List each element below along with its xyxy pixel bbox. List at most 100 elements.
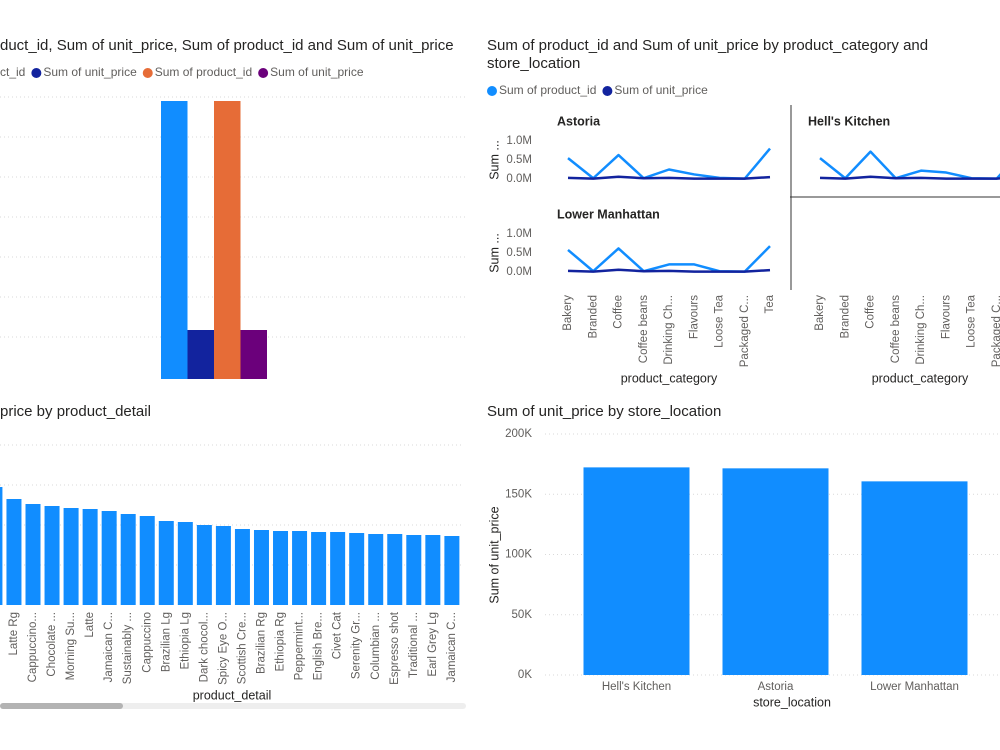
x-tick-label: Earl Grey Lg — [427, 612, 439, 677]
x-axis-title: product_category — [621, 371, 718, 385]
x-tick-label: Brazilian Rg — [256, 612, 268, 674]
bar — [44, 506, 60, 605]
x-tick-label: Peppermint... — [294, 612, 306, 680]
x-tick-label: Espresso shot — [389, 611, 401, 685]
y-tick-label: 1.0M — [506, 228, 532, 240]
bar — [292, 531, 308, 605]
bar — [120, 514, 136, 605]
bar — [234, 529, 250, 605]
series-line — [567, 268, 771, 273]
x-tick-label: Brazilian Lg — [160, 612, 172, 672]
bar — [425, 535, 441, 605]
chart-title: duct_id, Sum of unit_price, Sum of produ… — [0, 37, 454, 54]
y-tick-label: 150K — [505, 488, 532, 500]
bar — [444, 536, 460, 605]
x-tick-label: Ethiopia Lg — [179, 612, 191, 670]
legend-marker — [258, 68, 269, 78]
bar — [196, 525, 212, 605]
x-tick-label: Branded — [587, 295, 599, 338]
legend-marker — [142, 68, 153, 78]
x-tick-label: Loose Tea — [714, 294, 726, 347]
chart-title: price by product_detail — [0, 403, 151, 420]
bar — [6, 499, 22, 605]
x-tick-label: Jamaican C... — [103, 612, 115, 682]
x-tick-label: Tea — [764, 294, 776, 313]
x-tick-label: Ethiopia Rg — [275, 612, 287, 671]
x-tick-label: Latte Rg — [8, 612, 20, 655]
x-tick-label: Morning Su... — [65, 612, 77, 680]
bar — [139, 516, 155, 605]
x-tick-label: Packaged C... — [739, 295, 751, 367]
y-tick-label: 100K — [505, 549, 532, 561]
x-tick-label: Flavours — [940, 295, 952, 339]
x-tick-label: Columbian ... — [370, 612, 382, 680]
y-axis-title: Sum of unit_price — [487, 506, 501, 603]
x-tick-label: Astoria — [758, 681, 794, 693]
series-line — [819, 175, 1000, 180]
x-tick-label: Latte — [84, 612, 96, 638]
x-tick-label: Lower Manhattan — [870, 681, 959, 693]
bar — [583, 467, 690, 675]
y-axis-title: Sum ... — [487, 233, 501, 273]
panel-title: Hell's Kitchen — [808, 114, 890, 128]
x-tick-label: Loose Tea — [966, 294, 978, 347]
x-tick-label: Branded — [839, 295, 851, 338]
bar — [25, 504, 41, 605]
series-line — [567, 245, 771, 273]
x-tick-label: Cappuccino — [141, 612, 153, 673]
chart-title: Sum of product_id and Sum of unit_price … — [487, 37, 929, 72]
legend-marker — [487, 86, 497, 96]
legend-marker — [602, 86, 613, 96]
x-tick-label: Civet Cat — [332, 611, 344, 659]
x-tick-label: Bakery — [562, 295, 574, 331]
x-tick-label: Dark chocol... — [198, 612, 210, 682]
bar — [215, 526, 231, 605]
bar — [861, 481, 968, 675]
x-tick-label: Jamaican C... — [446, 612, 458, 682]
bar — [63, 508, 79, 605]
scrollbar-thumb[interactable] — [0, 703, 123, 709]
x-tick-label: Cappuccino... — [27, 612, 39, 682]
x-axis-title: product_detail — [193, 688, 272, 702]
legend-label: Sum of unit_price — [43, 65, 137, 79]
y-tick-label: 200K — [505, 428, 532, 440]
panel-title: Astoria — [557, 114, 601, 128]
panel-title: Lower Manhattan — [557, 207, 660, 221]
legend-label: Sum of unit_price — [614, 83, 708, 97]
x-tick-label: Spicy Eye O... — [217, 612, 229, 685]
bar — [214, 101, 241, 379]
x-tick-label: Traditional ... — [408, 612, 420, 678]
x-tick-label: Scottish Cre... — [236, 612, 248, 684]
bar — [349, 533, 365, 605]
bar — [330, 532, 346, 605]
bar — [0, 487, 3, 605]
legend-label: ct_id — [0, 65, 25, 79]
bar — [101, 511, 117, 605]
x-tick-label: Coffee — [865, 295, 877, 329]
bar — [161, 101, 188, 379]
x-tick-label: Sustainably ... — [122, 612, 134, 684]
bar — [82, 509, 98, 605]
bar — [311, 532, 327, 605]
bar — [722, 468, 829, 675]
x-tick-label: Coffee — [613, 295, 625, 329]
bar — [240, 330, 267, 379]
y-tick-label: 1.0M — [506, 135, 532, 147]
x-tick-label: Chocolate ... — [46, 612, 58, 677]
x-axis-title: product_category — [872, 371, 969, 385]
y-tick-label: 0.0M — [506, 266, 532, 278]
x-tick-label: Bakery — [814, 295, 826, 331]
y-tick-label: 0.0M — [506, 173, 532, 185]
series-line — [819, 150, 1000, 180]
x-tick-label: English Bre... — [313, 612, 325, 680]
bar — [273, 531, 289, 605]
x-tick-label: Flavours — [688, 295, 700, 339]
bar — [387, 534, 403, 605]
x-tick-label: Hell's Kitchen — [602, 681, 671, 693]
bar — [187, 330, 214, 379]
legend-marker — [31, 68, 42, 78]
legend-label: Sum of product_id — [499, 83, 596, 97]
y-tick-label: 50K — [512, 609, 533, 621]
